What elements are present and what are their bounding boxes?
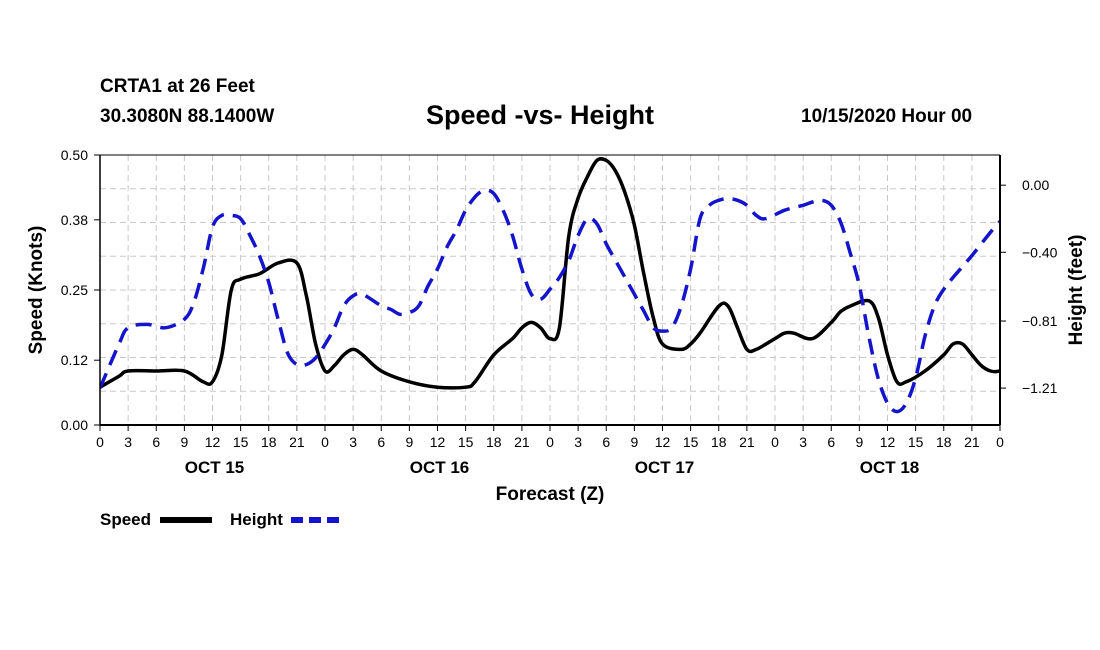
x-tick-label: 0 <box>771 434 779 450</box>
x-tick-label: 12 <box>655 434 671 450</box>
right-tick-label: 0.00 <box>1022 177 1049 193</box>
x-tick-label: 6 <box>377 434 385 450</box>
forecast-timestamp: 10/15/2020 Hour 00 <box>801 106 973 127</box>
series-line-height <box>100 188 1000 414</box>
grid <box>100 155 1000 425</box>
left-tick-label: 0.25 <box>61 282 88 298</box>
left-tick-label: 0.00 <box>61 417 88 433</box>
axes <box>94 154 1006 431</box>
x-axis-title: Forecast (Z) <box>496 484 605 505</box>
left-tick-label: 0.50 <box>61 147 88 163</box>
x-tick-label: 9 <box>180 434 188 450</box>
series-layer <box>100 156 1000 414</box>
x-tick-label: 15 <box>233 434 249 450</box>
axis-labels: 0 3 6 9 12 15 18 21 0 3 6 9 12 15 18 21 0 3 6 9 12 15 18 21 0 3 6 9… <box>26 147 1087 505</box>
x-tick-label: 3 <box>349 434 357 450</box>
date-label: OCT 15 <box>185 458 245 477</box>
left-tick-label: 0.38 <box>61 212 88 228</box>
legend-speed-label: Speed <box>100 510 151 529</box>
x-tick-label: 21 <box>964 434 980 450</box>
date-label: OCT 16 <box>410 458 470 477</box>
x-tick-label: 0 <box>546 434 554 450</box>
x-tick-label: 15 <box>683 434 699 450</box>
legend: Speed Height <box>100 510 342 529</box>
x-tick-label: 12 <box>205 434 221 450</box>
x-tick-label: 21 <box>739 434 755 450</box>
date-label: OCT 17 <box>635 458 695 477</box>
x-tick-label: 15 <box>908 434 924 450</box>
x-tick-label: 0 <box>96 434 104 450</box>
x-tick-label: 15 <box>458 434 474 450</box>
date-label: OCT 18 <box>860 458 920 477</box>
x-tick-label: 0 <box>321 434 329 450</box>
x-tick-label: 21 <box>289 434 305 450</box>
right-axis-title: Height (feet) <box>1066 235 1087 346</box>
x-tick-label: 3 <box>124 434 132 450</box>
right-tick-label: −0.40 <box>1022 244 1058 260</box>
x-tick-label: 6 <box>602 434 610 450</box>
series-line-speed <box>100 156 1000 390</box>
left-axis-title: Speed (Knots) <box>26 226 47 355</box>
x-tick-label: 18 <box>261 434 277 450</box>
chart-title: Speed -vs- Height <box>426 100 655 130</box>
x-tick-label: 6 <box>152 434 160 450</box>
x-tick-label: 9 <box>405 434 413 450</box>
x-tick-label: 3 <box>799 434 807 450</box>
station-coordinates: 30.3080N 88.1400W <box>100 106 275 127</box>
x-tick-label: 9 <box>630 434 638 450</box>
x-tick-label: 12 <box>880 434 896 450</box>
legend-height-label: Height <box>230 510 283 529</box>
x-tick-label: 18 <box>486 434 502 450</box>
station-label: CRTA1 at 26 Feet <box>100 76 255 97</box>
right-tick-label: −1.21 <box>1022 380 1058 396</box>
x-tick-label: 21 <box>514 434 530 450</box>
x-tick-label: 3 <box>574 434 582 450</box>
right-tick-label: −0.81 <box>1022 313 1058 329</box>
x-tick-label: 18 <box>936 434 952 450</box>
x-tick-label: 18 <box>711 434 727 450</box>
x-tick-label: 0 <box>996 434 1004 450</box>
left-tick-label: 0.12 <box>61 352 88 368</box>
x-tick-label: 6 <box>827 434 835 450</box>
x-tick-label: 9 <box>855 434 863 450</box>
x-tick-label: 12 <box>430 434 446 450</box>
